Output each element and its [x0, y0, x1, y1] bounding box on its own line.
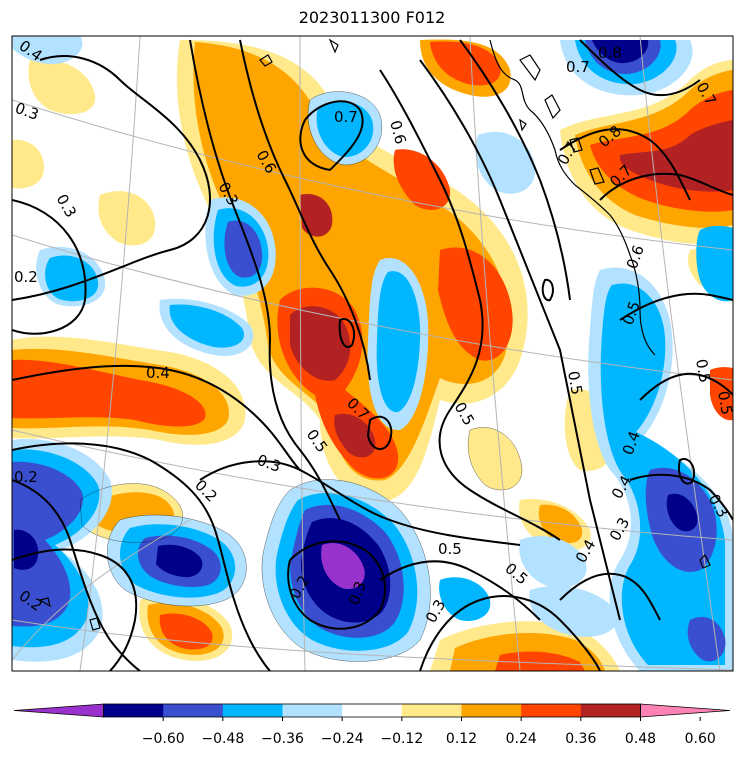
map-title: 2023011300 F012	[298, 8, 446, 27]
contour-lines	[12, 39, 733, 671]
colorbar-bin	[461, 704, 522, 717]
coastlines	[38, 38, 711, 631]
positive-anomaly-west	[12, 336, 246, 445]
colorbar-bin	[222, 704, 283, 717]
colorbar-frame	[103, 703, 641, 718]
colorbar-bin	[580, 704, 641, 717]
contour-label: 0.2	[14, 268, 38, 286]
colorbar-extend-low	[13, 703, 104, 718]
colorbar-bin	[521, 704, 582, 717]
colorbar-tick-label: −0.60	[142, 731, 185, 747]
contour-label: 0.2	[14, 468, 38, 486]
contour-label: 0.5	[692, 358, 714, 385]
colorbar-bin	[163, 704, 224, 717]
colorbar-tick-label: 0.48	[625, 731, 656, 747]
contour-label: 0.8	[598, 44, 622, 62]
colorbar-bin	[103, 704, 164, 717]
negative-anomaly-east	[12, 36, 733, 671]
colorbar-bin	[282, 704, 343, 717]
map-plot-area: 0.4 0.3 0.3 0.2 0.3 0.6 0.7 0.6 0.4 0.3 …	[12, 36, 736, 671]
colorbar-tick-label: −0.36	[261, 731, 304, 747]
graticule-lines	[12, 36, 733, 671]
plot-frame	[11, 35, 734, 672]
colorbar-bin	[401, 704, 462, 717]
negative-anomaly-southwest	[12, 439, 247, 662]
colorbar	[13, 703, 731, 721]
contour-label: 0.7	[566, 58, 590, 76]
colorbar-tick-label: −0.48	[201, 731, 244, 747]
colorbar-tick-label: −0.12	[380, 731, 423, 747]
contour-label: 0.6	[386, 118, 410, 146]
colorbar-bin	[342, 704, 403, 717]
colorbar-tick-label: −0.24	[321, 731, 364, 747]
contour-label: 0.4	[146, 364, 170, 382]
contour-label: 0.7	[334, 108, 358, 126]
colorbar-tick-label: 0.24	[506, 731, 537, 747]
contour-label: 0.5	[438, 540, 462, 558]
contour-label: 0.5	[564, 370, 586, 397]
contour-label: 0.5	[714, 390, 736, 417]
colorbar-tick-label: 0.36	[565, 731, 596, 747]
colorbar-tick-label: 0.60	[685, 731, 716, 747]
colorbar-extend-high	[640, 703, 731, 718]
colorbar-tick-labels: −0.60 −0.48 −0.36 −0.24 −0.12 0.12 0.24 …	[142, 731, 716, 747]
colorbar-tick-label: 0.12	[446, 731, 477, 747]
